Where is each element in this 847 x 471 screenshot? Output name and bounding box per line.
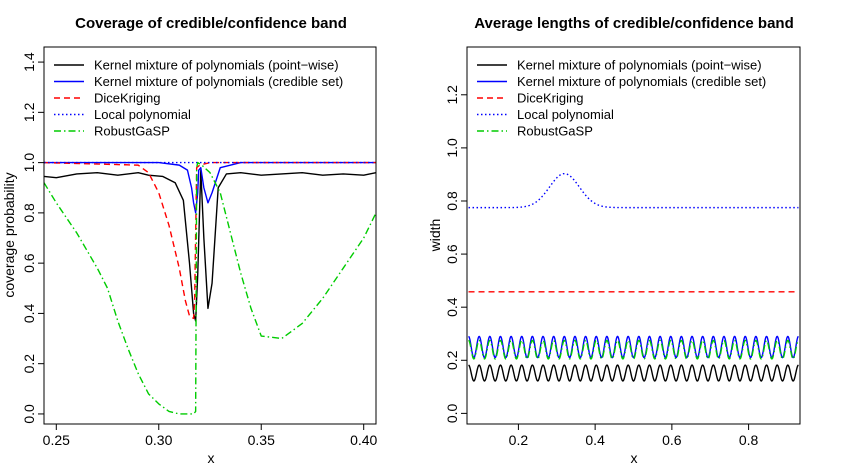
legend-label: Kernel mixture of polynomials (credible … xyxy=(94,74,343,89)
y-tick-label: 0.4 xyxy=(21,303,37,323)
series-line-3 xyxy=(468,172,799,209)
legend-label: Kernel mixture of polynomials (credible … xyxy=(517,74,766,89)
y-tick-label: 0.8 xyxy=(21,203,37,223)
x-tick-label: 0.30 xyxy=(145,432,172,448)
series-group xyxy=(468,172,799,382)
x-tick-label: 0.4 xyxy=(585,432,605,448)
series-line-0 xyxy=(468,364,799,382)
plot-frame xyxy=(466,46,801,425)
x-axis: 0.25 0.30 0.35 0.40 xyxy=(43,424,378,448)
series-line-1 xyxy=(44,161,376,214)
plot-frame xyxy=(43,46,377,425)
y-tick-label: 1.2 xyxy=(444,85,460,105)
x-tick-label: 0.40 xyxy=(350,432,377,448)
legend-label: Kernel mixture of polynomials (point−wis… xyxy=(94,58,339,73)
series-line-1 xyxy=(468,335,799,359)
y-tick-label: 0.2 xyxy=(21,354,37,374)
series-group xyxy=(44,161,376,415)
x-axis: 0.2 0.4 0.6 0.8 xyxy=(509,424,759,448)
x-tick-label: 0.2 xyxy=(509,432,529,448)
y-axis: 0.0 0.2 0.4 0.6 0.8 1.0 1.2 1.4 xyxy=(21,52,44,424)
legend-label: DiceKriging xyxy=(94,91,160,106)
legend: Kernel mixture of polynomials (point−wis… xyxy=(54,58,343,139)
y-tick-label: 0.6 xyxy=(21,253,37,273)
y-tick-label: 0.0 xyxy=(444,403,460,423)
length-chart: Average lengths of credible/confidence b… xyxy=(427,15,801,466)
legend-label: RobustGaSP xyxy=(517,124,593,139)
y-tick-label: 0.8 xyxy=(444,191,460,211)
x-axis-label: x xyxy=(631,450,638,466)
y-tick-label: 1.0 xyxy=(444,138,460,158)
x-tick-label: 0.8 xyxy=(739,432,759,448)
y-axis-label: width xyxy=(427,219,443,253)
legend-label: DiceKriging xyxy=(517,91,583,106)
legend-label: RobustGaSP xyxy=(94,124,170,139)
x-tick-label: 0.25 xyxy=(43,432,70,448)
chart-title: Average lengths of credible/confidence b… xyxy=(474,15,794,32)
y-axis-label: coverage probability xyxy=(1,172,17,297)
series-line-2 xyxy=(44,161,376,320)
y-tick-label: 1.2 xyxy=(21,102,37,122)
series-line-0 xyxy=(44,169,376,322)
x-tick-label: 0.6 xyxy=(662,432,682,448)
series-line-4 xyxy=(44,161,376,415)
legend: Kernel mixture of polynomials (point−wis… xyxy=(477,58,766,139)
y-tick-label: 1.0 xyxy=(21,153,37,173)
chart-title: Coverage of credible/confidence band xyxy=(75,15,347,32)
x-tick-label: 0.35 xyxy=(248,432,275,448)
legend-label: Local polynomial xyxy=(517,107,614,122)
legend-label: Kernel mixture of polynomials (point−wis… xyxy=(517,58,762,73)
y-tick-label: 0.4 xyxy=(444,297,460,317)
y-axis: 0.0 0.2 0.4 0.6 0.8 1.0 1.2 xyxy=(444,85,467,423)
coverage-chart: Coverage of credible/confidence band 0.2… xyxy=(1,15,378,466)
legend-label: Local polynomial xyxy=(94,107,191,122)
x-axis-label: x xyxy=(208,450,215,466)
y-tick-label: 0.0 xyxy=(21,404,37,424)
y-tick-label: 1.4 xyxy=(21,52,37,72)
y-tick-label: 0.2 xyxy=(444,350,460,370)
series-line-4 xyxy=(468,339,799,360)
y-tick-label: 0.6 xyxy=(444,244,460,264)
